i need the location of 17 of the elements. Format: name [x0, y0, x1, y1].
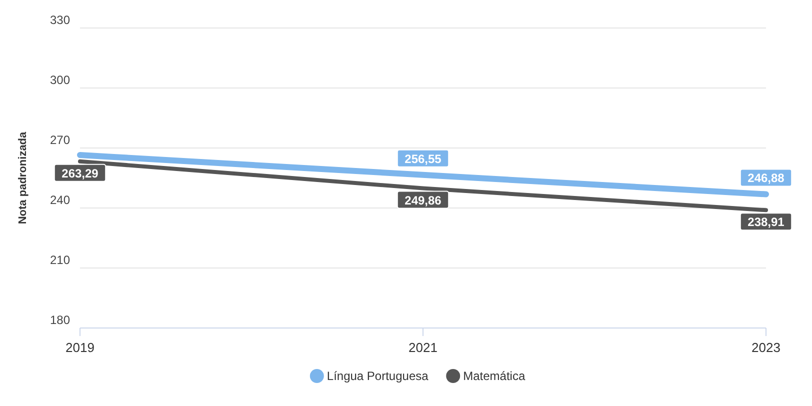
data-label: 256,55	[404, 152, 442, 166]
data-label: 263,29	[62, 166, 99, 180]
data-label: 249,86	[404, 193, 442, 208]
y-axis-title: Nota padronizada	[17, 130, 29, 224]
legend-label: Matemática	[463, 369, 526, 383]
x-tick-label: 2019	[66, 340, 94, 355]
y-tick-label: 270	[50, 133, 70, 147]
legend-label: Língua Portuguesa	[326, 369, 429, 383]
y-tick-label: 180	[50, 313, 70, 327]
data-label: 238,91	[748, 215, 785, 230]
y-tick-label: 330	[50, 13, 70, 27]
x-tick-label: 2021	[408, 340, 438, 355]
data-label: 246,88	[748, 171, 785, 186]
x-tick-label: 2023	[752, 340, 780, 355]
y-tick-label: 210	[50, 253, 70, 267]
y-tick-label: 300	[50, 73, 70, 87]
y-tick-label: 240	[50, 193, 70, 207]
